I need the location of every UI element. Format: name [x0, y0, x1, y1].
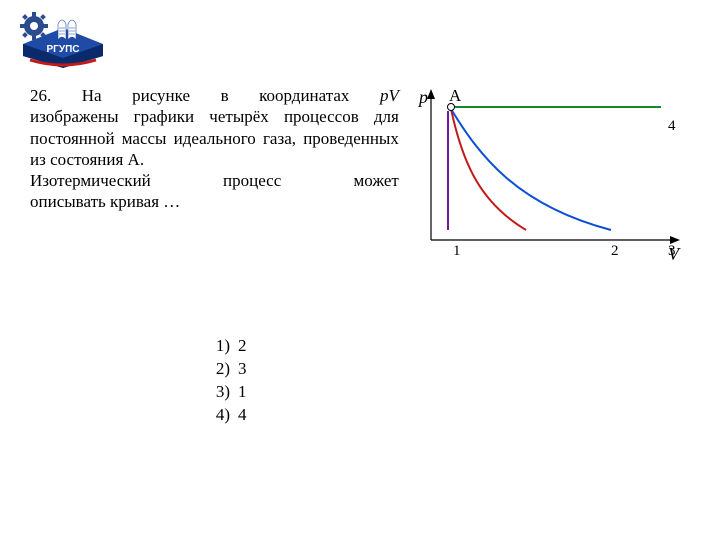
answer-num: 3)	[210, 381, 230, 404]
university-logo: РГУПС	[18, 10, 108, 70]
answer-num: 4)	[210, 404, 230, 427]
p-axis-arrow	[427, 89, 435, 99]
answers-list: 1) 2 2) 3 3) 1 4) 4	[210, 335, 690, 427]
curve-label-1: 1	[453, 243, 461, 259]
answer-val: 3	[238, 358, 247, 381]
question-pv: pV	[380, 86, 399, 105]
question-text: 26. На рисунке в координатах pV изображе…	[30, 85, 399, 213]
answer-option-2: 2) 3	[210, 358, 690, 381]
question-line6: Изотермический процесс может	[30, 170, 399, 191]
answer-num: 2)	[210, 358, 230, 381]
content-area: 26. На рисунке в координатах pV изображе…	[30, 85, 690, 427]
question-number: 26.	[30, 86, 51, 105]
question-row: 26. На рисунке в координатах pV изображе…	[30, 85, 690, 275]
answer-val: 1	[238, 381, 247, 404]
answer-num: 1)	[210, 335, 230, 358]
point-a-label: А	[449, 86, 462, 105]
answer-option-1: 1) 2	[210, 335, 690, 358]
curve-label-4: 4	[668, 118, 676, 134]
question-line1: На рисунке в координатах	[82, 86, 350, 105]
answer-val: 4	[238, 404, 247, 427]
svg-text:РГУПС: РГУПС	[47, 44, 80, 55]
answer-option-4: 4) 4	[210, 404, 690, 427]
question-paragraph-1: 26. На рисунке в координатах pV	[30, 85, 399, 106]
axis-label-p: p	[417, 87, 428, 107]
question-line7: описывать кривая …	[30, 191, 399, 212]
answer-val: 2	[238, 335, 247, 358]
curve-label-2: 2	[611, 243, 619, 259]
curve-label-3: 3	[668, 243, 676, 259]
question-lines-2-5: изображены графики четырёх процессов для…	[30, 106, 399, 170]
curve-3	[451, 109, 611, 230]
answer-option-3: 3) 1	[210, 381, 690, 404]
pv-chart: p V А 1 2 3 4	[411, 85, 690, 275]
